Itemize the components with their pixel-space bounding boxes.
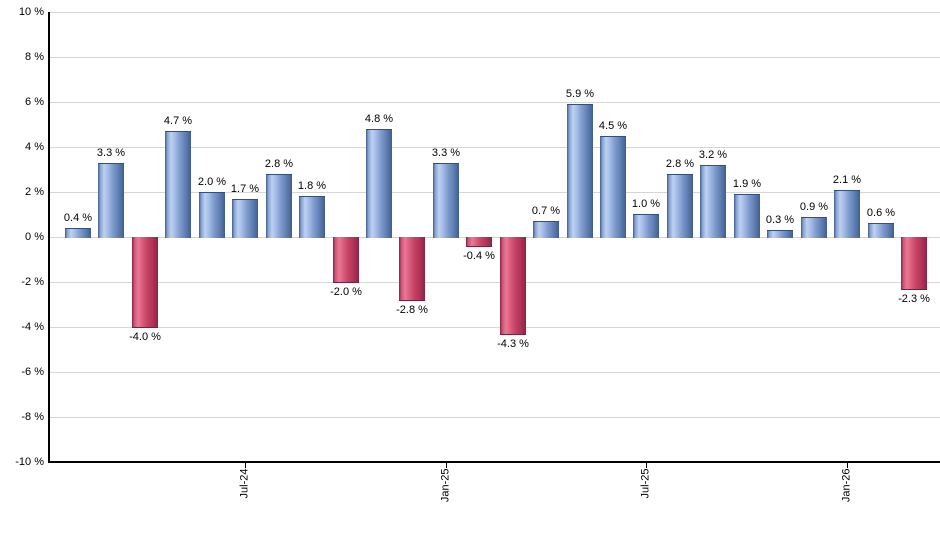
gridline <box>49 372 940 373</box>
bar-value-label: 0.6 % <box>866 207 896 219</box>
y-axis-tick-label: -6 % <box>21 366 44 378</box>
x-axis-tick-mark <box>847 463 848 468</box>
bar <box>466 237 492 247</box>
bar-value-label: -2.3 % <box>898 293 930 305</box>
bar-value-label: 4.7 % <box>163 115 193 127</box>
bar <box>834 190 860 238</box>
bar-value-label: 0.7 % <box>531 205 561 217</box>
bar <box>567 104 593 238</box>
gridline <box>49 12 940 13</box>
bar-value-label: 1.7 % <box>230 183 260 195</box>
y-axis-tick-label: -8 % <box>21 411 44 423</box>
bar <box>600 136 626 238</box>
bar-value-label: 4.5 % <box>598 120 628 132</box>
bar <box>801 217 827 238</box>
gridline <box>49 417 940 418</box>
gridline <box>49 102 940 103</box>
bar-value-label: 1.0 % <box>631 198 661 210</box>
y-axis-tick-label: 8 % <box>25 51 44 63</box>
bar-value-label: -2.8 % <box>396 304 428 316</box>
bar <box>734 194 760 238</box>
gridline <box>49 147 940 148</box>
y-axis-tick-label: -2 % <box>21 276 44 288</box>
x-axis-tick-mark <box>646 463 647 468</box>
bar <box>533 221 559 238</box>
gridline <box>49 327 940 328</box>
y-axis-tick-label: 6 % <box>25 96 44 108</box>
bar-value-label: 4.8 % <box>364 113 394 125</box>
x-axis-tick-label: Jul-24 <box>238 468 251 499</box>
y-axis-tick-label: -10 % <box>15 456 44 468</box>
x-axis-tick-mark <box>446 463 447 468</box>
bar <box>633 214 659 238</box>
bar <box>65 228 91 238</box>
bar-value-label: 2.8 % <box>264 158 294 170</box>
bar-value-label: 2.1 % <box>832 174 862 186</box>
bar-value-label: 3.2 % <box>698 149 728 161</box>
x-axis-tick-label: Jan-26 <box>840 468 853 503</box>
bar-value-label: 1.8 % <box>297 180 327 192</box>
bar-value-label: 5.9 % <box>565 88 595 100</box>
bar-value-label: 0.4 % <box>63 212 93 224</box>
bar <box>333 237 359 283</box>
bar <box>366 129 392 238</box>
y-axis-tick-label: -4 % <box>21 321 44 333</box>
y-axis-tick-label: 2 % <box>25 186 44 198</box>
bar <box>433 163 459 238</box>
bar-value-label: 0.9 % <box>799 201 829 213</box>
gridline <box>49 237 940 238</box>
y-axis-tick-label: 0 % <box>25 231 44 243</box>
bar <box>399 237 425 301</box>
bar <box>299 196 325 238</box>
x-axis-line <box>48 461 940 463</box>
bar <box>667 174 693 238</box>
bar-value-label: 2.0 % <box>197 176 227 188</box>
bar <box>901 237 927 290</box>
bar <box>165 131 191 238</box>
x-axis-tick-label: Jan-25 <box>439 468 452 503</box>
bar <box>98 163 124 238</box>
bar-value-label: -2.0 % <box>330 286 362 298</box>
bar-value-label: 0.3 % <box>765 214 795 226</box>
bar-value-label: -4.3 % <box>497 338 529 350</box>
bar <box>868 223 894 238</box>
x-axis-tick-mark <box>245 463 246 468</box>
bar <box>700 165 726 238</box>
gridline <box>49 57 940 58</box>
bar <box>500 237 526 335</box>
bar-value-label: -4.0 % <box>129 331 161 343</box>
y-axis-tick-label: 10 % <box>18 6 44 18</box>
bar <box>132 237 158 328</box>
bar-value-label: 3.3 % <box>431 147 461 159</box>
bar-value-label: 1.9 % <box>732 178 762 190</box>
bar <box>266 174 292 238</box>
y-axis-tick-label: 4 % <box>25 141 44 153</box>
bar <box>232 199 258 238</box>
x-axis-tick-label: Jul-25 <box>639 468 652 499</box>
bar-value-label: 3.3 % <box>96 147 126 159</box>
bar-value-label: -0.4 % <box>463 250 495 262</box>
bar <box>199 192 225 238</box>
gridline <box>49 192 940 193</box>
bar <box>767 230 793 238</box>
y-axis-line <box>48 12 50 462</box>
gridline <box>49 282 940 283</box>
bar-value-label: 2.8 % <box>665 158 695 170</box>
